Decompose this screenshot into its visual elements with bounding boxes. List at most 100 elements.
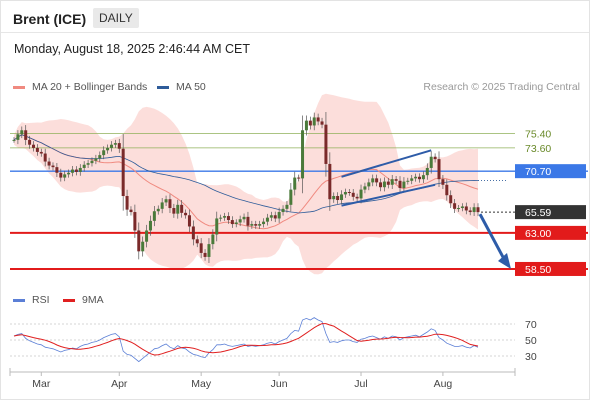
candle xyxy=(129,206,133,216)
candle-body xyxy=(277,212,281,219)
candle-body xyxy=(24,130,28,140)
candle-body xyxy=(328,163,332,200)
candle xyxy=(141,236,145,257)
annotations xyxy=(341,149,511,269)
candle xyxy=(340,190,344,205)
candle-body xyxy=(172,208,176,214)
candle-body xyxy=(402,181,406,188)
candle xyxy=(429,151,433,174)
candle-body xyxy=(191,226,195,240)
candle-body xyxy=(223,216,227,218)
candle xyxy=(386,177,390,189)
candle xyxy=(51,162,55,171)
candle xyxy=(328,152,332,211)
candle xyxy=(449,190,453,209)
candle-body xyxy=(359,189,363,199)
candle xyxy=(390,174,394,189)
candle xyxy=(421,171,425,183)
candle xyxy=(285,201,289,213)
candle xyxy=(371,174,375,187)
level-label-58.50: 58.50 xyxy=(525,264,551,276)
candle xyxy=(109,141,113,152)
candle-body xyxy=(316,117,320,122)
candle xyxy=(289,182,293,212)
candle xyxy=(242,213,246,223)
legend-swatch-rsi-ma xyxy=(63,298,75,302)
candle-body xyxy=(203,252,207,257)
timeframe-badge[interactable]: DAILY xyxy=(93,8,139,28)
candle xyxy=(441,174,445,189)
candle xyxy=(168,194,172,214)
candle xyxy=(113,139,117,148)
candle-body xyxy=(78,167,82,172)
candle-body xyxy=(184,212,188,216)
candle-body xyxy=(215,218,219,235)
candle xyxy=(63,170,67,182)
candle-body xyxy=(421,175,425,180)
candle-body xyxy=(340,194,344,201)
candle xyxy=(102,146,106,160)
candle xyxy=(293,171,297,196)
candle-body xyxy=(67,172,71,175)
candle-body xyxy=(464,206,468,211)
candle xyxy=(347,188,351,196)
candle xyxy=(121,134,125,211)
candle xyxy=(207,238,211,263)
candle xyxy=(332,192,336,203)
candle xyxy=(367,178,371,191)
candle-body xyxy=(293,177,297,190)
candle-body xyxy=(468,210,472,213)
candle-body xyxy=(152,211,156,221)
candle xyxy=(156,205,160,215)
candle-body xyxy=(148,220,152,231)
candle xyxy=(215,211,219,242)
rsi-panel: 30 50 70 xyxy=(10,317,537,363)
legend-label-ma50: MA 50 xyxy=(176,81,206,93)
candle xyxy=(180,200,184,218)
candle xyxy=(133,204,137,238)
candle-body xyxy=(476,207,480,213)
legend-label-rsi: RSI xyxy=(32,294,50,306)
candle-body xyxy=(125,196,129,210)
x-tick-jul: Jul xyxy=(354,378,367,390)
x-tick-jun: Jun xyxy=(271,378,288,390)
level-labels: 75.40 73.60 70.70 65.59 63.00 58.50 xyxy=(515,128,586,276)
candle-body xyxy=(90,160,94,164)
candle-body xyxy=(55,167,59,173)
candle xyxy=(382,177,386,192)
candle xyxy=(106,144,110,154)
candle xyxy=(425,163,429,180)
candle-body xyxy=(414,176,418,179)
candle-body xyxy=(265,217,269,222)
candle-body xyxy=(289,189,293,205)
candle xyxy=(20,126,24,139)
candle xyxy=(273,211,277,223)
candle-body xyxy=(269,215,273,218)
legend-label-rsi-ma: 9MA xyxy=(82,294,104,306)
candle-body xyxy=(59,172,63,178)
level-label-75.40: 75.40 xyxy=(525,128,551,140)
candle xyxy=(269,211,273,222)
candle xyxy=(234,219,238,228)
candle xyxy=(414,173,418,182)
candle xyxy=(351,188,355,201)
candle xyxy=(433,153,437,163)
candle xyxy=(297,174,301,182)
candle xyxy=(152,206,156,227)
candle-body xyxy=(129,209,133,213)
candle-body xyxy=(168,199,172,209)
candle-body xyxy=(367,182,371,187)
candle-body xyxy=(371,178,375,183)
candle-body xyxy=(242,216,246,220)
candle-body xyxy=(460,206,464,209)
candle-body xyxy=(453,203,457,209)
candle xyxy=(195,235,199,248)
candle-body xyxy=(145,230,149,242)
candle xyxy=(39,148,43,157)
candle xyxy=(12,137,16,143)
candle-body xyxy=(386,181,390,185)
candle-body xyxy=(20,130,24,135)
candle-body xyxy=(246,216,250,226)
candle xyxy=(82,161,86,172)
candle xyxy=(308,116,312,130)
